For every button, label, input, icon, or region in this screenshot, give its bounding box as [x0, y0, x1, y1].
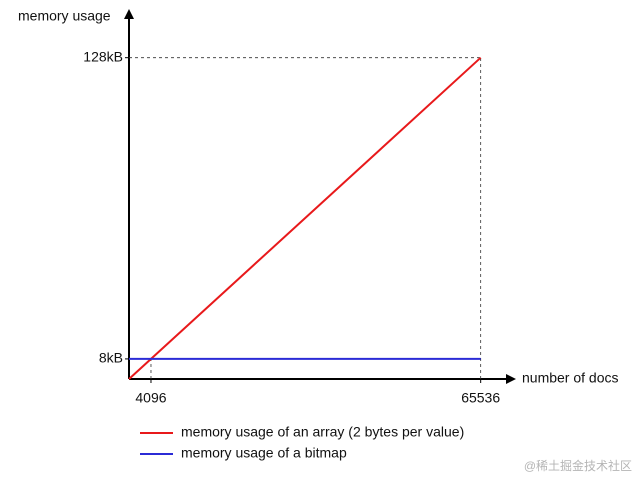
y-axis-label: memory usage [18, 8, 111, 24]
legend-label: memory usage of a bitmap [181, 445, 347, 461]
x-axis-arrow [506, 374, 516, 384]
watermark: @稀土掘金技术社区 [524, 458, 632, 473]
y-axis-arrow [124, 9, 134, 19]
x-tick-label: 65536 [461, 390, 500, 406]
y-tick-label: 128kB [83, 48, 123, 64]
x-tick-label: 4096 [135, 390, 166, 406]
y-tick-label: 8kB [99, 350, 123, 366]
legend-label: memory usage of an array (2 bytes per va… [181, 424, 464, 440]
x-axis-label: number of docs [522, 370, 619, 386]
data-line [128, 56, 482, 380]
